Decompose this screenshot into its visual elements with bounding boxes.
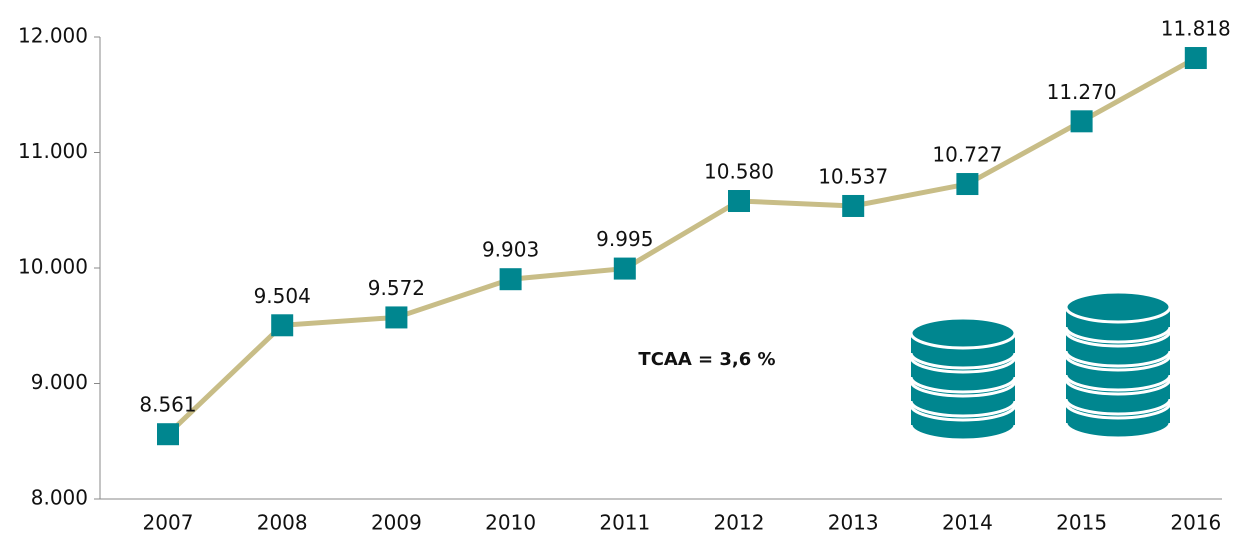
data-label: 8.561 xyxy=(139,393,196,417)
y-tick-label: 12.000 xyxy=(18,24,88,48)
marker xyxy=(499,268,522,291)
data-label: 10.580 xyxy=(704,160,774,184)
x-tick-label: 2007 xyxy=(143,511,194,535)
data-label: 10.727 xyxy=(932,143,1002,167)
data-label: 9.903 xyxy=(482,238,539,262)
marker xyxy=(728,190,750,213)
marker xyxy=(271,314,294,337)
marker xyxy=(613,257,636,280)
line xyxy=(166,55,1198,437)
x-tick-label: 2013 xyxy=(828,511,879,535)
y-tick-label: 9.000 xyxy=(31,370,88,394)
data-label: 9.995 xyxy=(596,227,653,251)
data-label: 11.818 xyxy=(1161,17,1231,41)
annotation: TCAA = 3,6 % xyxy=(638,349,775,370)
data-label: 10.537 xyxy=(818,164,888,188)
database-icon xyxy=(909,316,1017,350)
x-tick-label: 2008 xyxy=(257,511,308,535)
data-label: 9.504 xyxy=(254,284,311,308)
marker xyxy=(1184,47,1207,70)
x-tick-label: 2009 xyxy=(371,511,422,535)
marker xyxy=(956,173,979,196)
marker xyxy=(385,306,408,329)
database-icon xyxy=(1064,290,1172,324)
marker xyxy=(157,423,179,446)
x-tick-label: 2011 xyxy=(599,511,650,535)
x-tick-label: 2015 xyxy=(1056,511,1107,535)
marker xyxy=(842,194,865,217)
x-tick-label: 2010 xyxy=(485,511,536,535)
x-tick-label: 2012 xyxy=(714,511,765,535)
x-tick-label: 2014 xyxy=(942,511,993,535)
data-label: 9.572 xyxy=(368,276,425,300)
y-tick-label: 11.000 xyxy=(18,139,88,163)
y-tick-label: 8.000 xyxy=(31,486,88,510)
marker xyxy=(1070,110,1093,133)
x-tick-label: 2016 xyxy=(1170,511,1221,535)
data-label: 11.270 xyxy=(1047,80,1117,104)
y-tick-label: 10.000 xyxy=(18,255,88,279)
